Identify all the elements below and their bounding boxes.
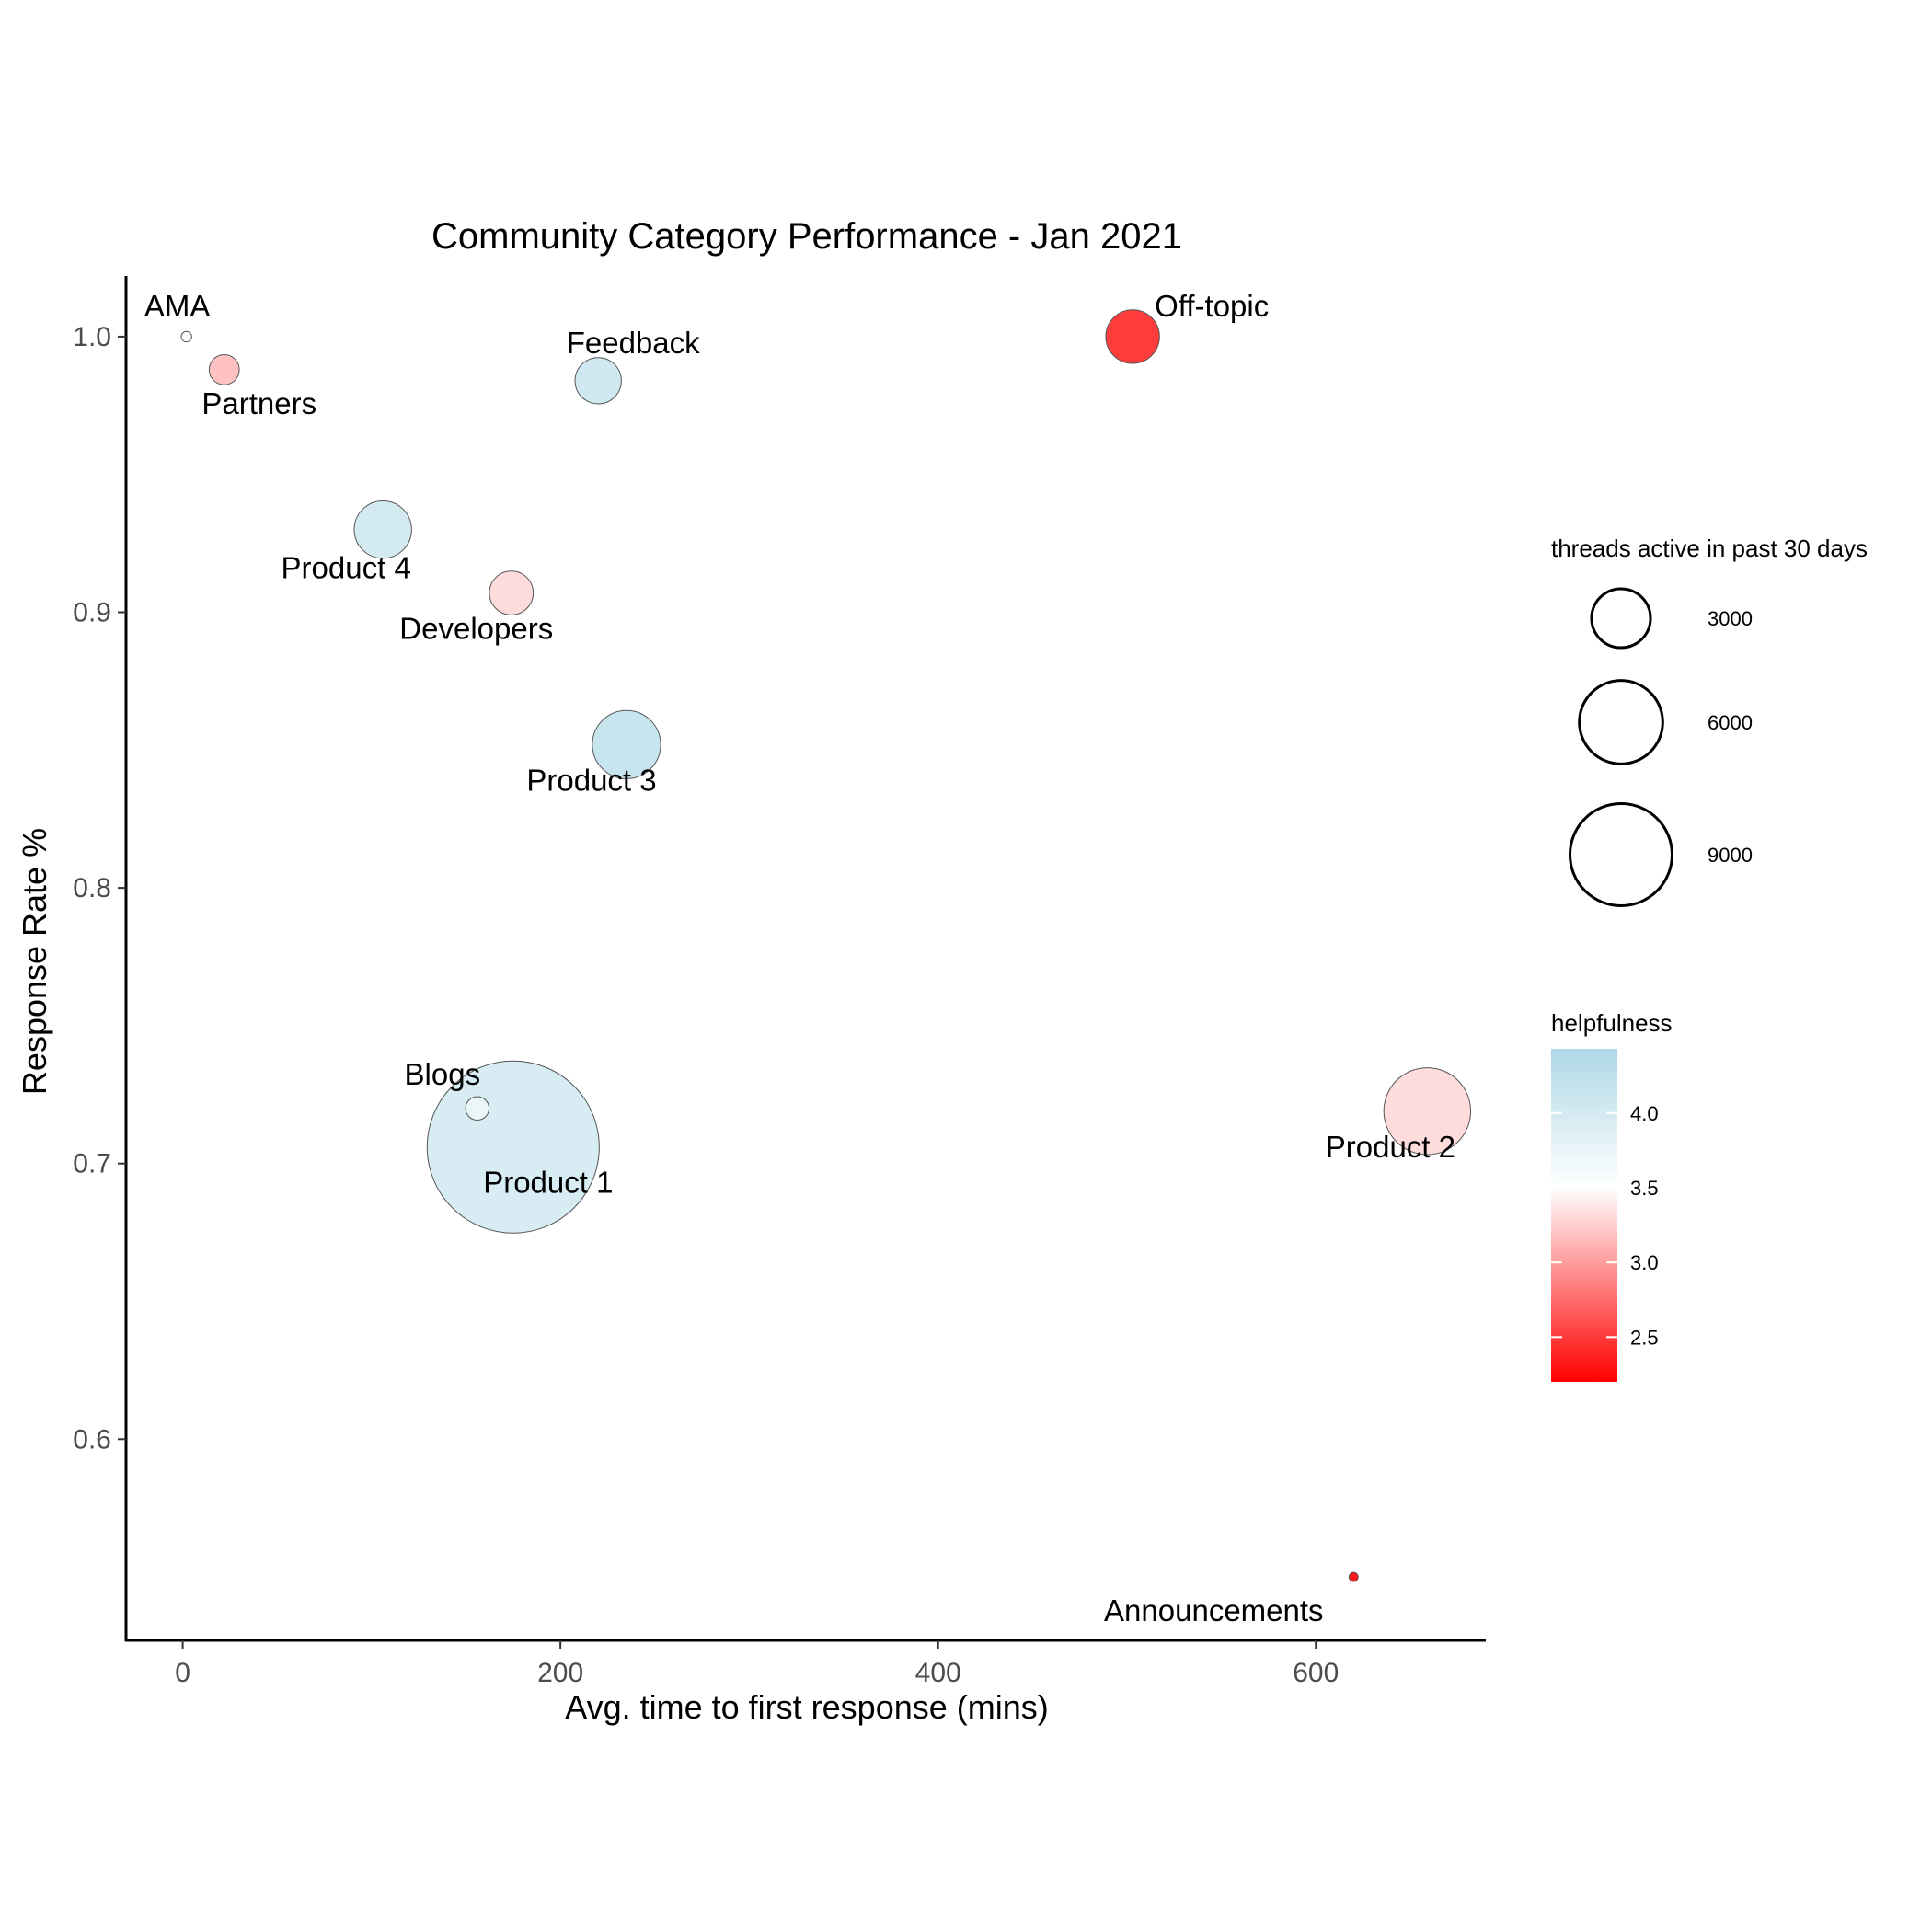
size-legend-key — [1590, 587, 1652, 650]
point-label: Off-topic — [1155, 289, 1269, 323]
axes: 0 200 400 600 0.6 0.7 0.8 0.9 1.0 — [73, 276, 1486, 1688]
data-point — [592, 709, 661, 779]
data-point — [1105, 309, 1160, 364]
plot-area: AMA Partners Feedback Off-topic Product 4 Dev… — [144, 289, 1472, 1627]
x-tick-label: 400 — [915, 1658, 961, 1688]
data-point — [1383, 1067, 1472, 1156]
point-label: Product 1 — [483, 1166, 613, 1200]
point-label: Partners — [201, 386, 316, 420]
size-legend-key — [1578, 679, 1664, 765]
point-label: Product 2 — [1326, 1130, 1455, 1164]
size-legend-label: 9000 — [1708, 844, 1753, 867]
color-legend-label: 2.5 — [1630, 1326, 1659, 1349]
point-label: Feedback — [567, 326, 700, 360]
y-axis-title: Response Rate % — [16, 828, 53, 1095]
color-legend: helpfulness 2.5 3.0 3.5 4.0 — [1551, 1009, 1673, 1382]
point-label: Product 4 — [282, 551, 411, 585]
data-point — [208, 354, 240, 385]
color-legend-label: 4.0 — [1630, 1102, 1659, 1125]
size-legend-label: 6000 — [1708, 711, 1753, 734]
color-legend-label: 3.0 — [1630, 1251, 1659, 1274]
x-axis-title: Avg. time to first response (mins) — [565, 1688, 1049, 1726]
x-tick-label: 600 — [1293, 1658, 1339, 1688]
point-label: Developers — [399, 612, 553, 646]
data-point — [180, 330, 192, 343]
color-bar — [1551, 1049, 1617, 1382]
x-tick-label: 200 — [537, 1658, 583, 1688]
y-tick-label: 0.8 — [73, 873, 111, 903]
point-label: AMA — [144, 289, 211, 323]
color-legend-title: helpfulness — [1551, 1009, 1673, 1037]
size-legend-label: 3000 — [1708, 607, 1753, 630]
point-label: Blogs — [405, 1057, 481, 1091]
data-point — [489, 570, 535, 615]
y-tick-label: 0.6 — [73, 1424, 111, 1455]
data-point — [1348, 1571, 1359, 1582]
data-point — [465, 1096, 490, 1121]
size-legend-key — [1569, 802, 1673, 907]
chart-title: Community Category Performance - Jan 202… — [431, 216, 1182, 257]
data-point — [353, 500, 412, 559]
size-legend-title: threads active in past 30 days — [1551, 535, 1868, 562]
y-tick-label: 0.7 — [73, 1149, 111, 1179]
y-tick-label: 0.9 — [73, 598, 111, 628]
data-point — [574, 357, 622, 405]
x-tick-label: 0 — [175, 1658, 190, 1688]
y-tick-label: 1.0 — [73, 322, 111, 352]
color-legend-label: 3.5 — [1630, 1177, 1659, 1200]
point-label: Announcements — [1104, 1593, 1324, 1627]
point-label: Product 3 — [526, 763, 656, 797]
size-legend: threads active in past 30 days 3000 6000 9… — [1551, 535, 1868, 907]
